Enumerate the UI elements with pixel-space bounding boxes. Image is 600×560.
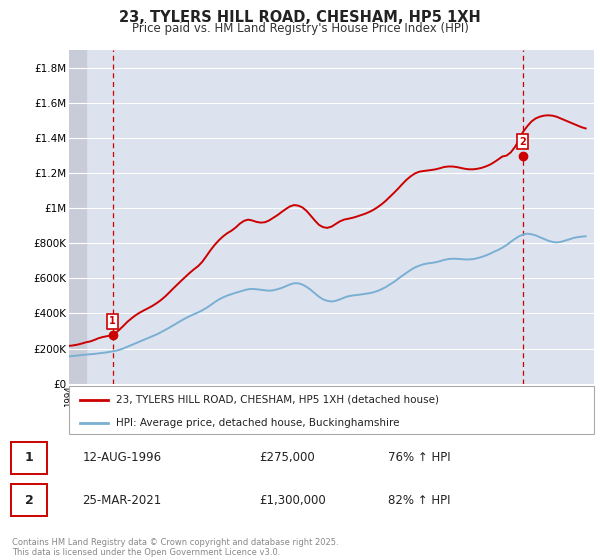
Bar bbox=[69, 50, 86, 384]
Text: £275,000: £275,000 bbox=[259, 451, 314, 464]
Text: 12-AUG-1996: 12-AUG-1996 bbox=[82, 451, 161, 464]
Text: 25-MAR-2021: 25-MAR-2021 bbox=[82, 493, 161, 507]
FancyBboxPatch shape bbox=[11, 442, 47, 474]
Text: 2: 2 bbox=[25, 493, 34, 507]
Text: 1: 1 bbox=[109, 316, 116, 326]
Text: 23, TYLERS HILL ROAD, CHESHAM, HP5 1XH: 23, TYLERS HILL ROAD, CHESHAM, HP5 1XH bbox=[119, 10, 481, 25]
Text: 2: 2 bbox=[519, 137, 526, 147]
Text: £1,300,000: £1,300,000 bbox=[259, 493, 326, 507]
Text: 23, TYLERS HILL ROAD, CHESHAM, HP5 1XH (detached house): 23, TYLERS HILL ROAD, CHESHAM, HP5 1XH (… bbox=[116, 395, 439, 405]
Text: HPI: Average price, detached house, Buckinghamshire: HPI: Average price, detached house, Buck… bbox=[116, 418, 400, 428]
Text: 82% ↑ HPI: 82% ↑ HPI bbox=[388, 493, 451, 507]
FancyBboxPatch shape bbox=[69, 386, 594, 434]
Text: 1: 1 bbox=[25, 451, 34, 464]
Text: 76% ↑ HPI: 76% ↑ HPI bbox=[388, 451, 451, 464]
Text: Price paid vs. HM Land Registry's House Price Index (HPI): Price paid vs. HM Land Registry's House … bbox=[131, 22, 469, 35]
Text: Contains HM Land Registry data © Crown copyright and database right 2025.
This d: Contains HM Land Registry data © Crown c… bbox=[12, 538, 338, 557]
FancyBboxPatch shape bbox=[11, 484, 47, 516]
